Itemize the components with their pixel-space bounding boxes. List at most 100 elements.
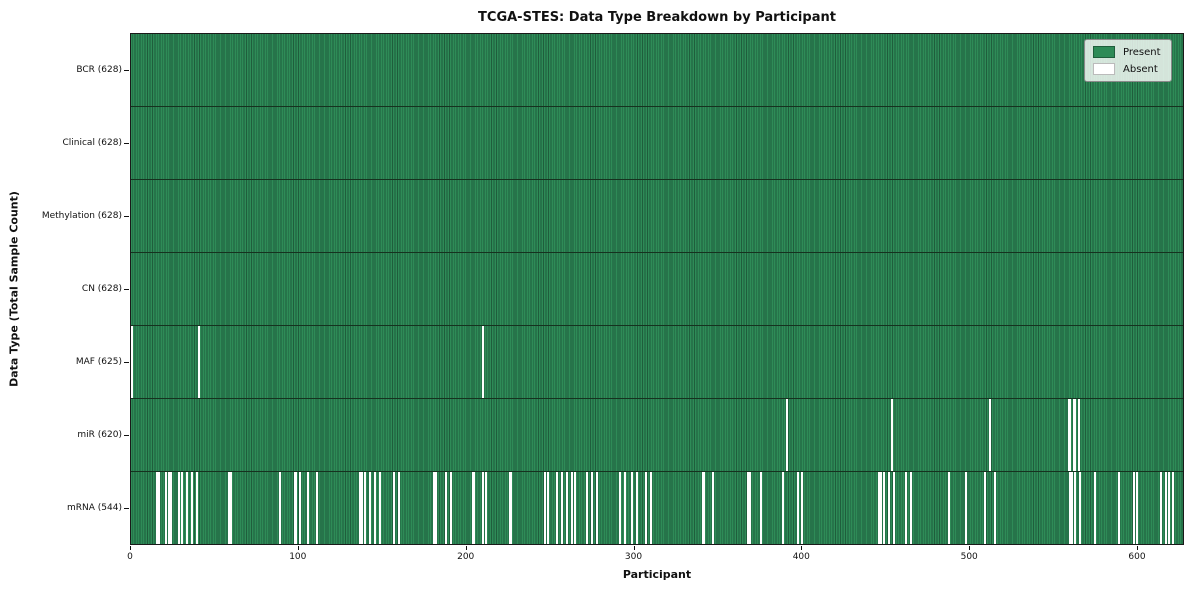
absent-stripe (1136, 472, 1139, 544)
legend-item-absent: Absent (1093, 63, 1161, 75)
absent-stripe (369, 472, 372, 544)
absent-stripe (278, 472, 281, 544)
absent-stripe (760, 472, 763, 544)
legend-label-present: Present (1123, 46, 1161, 58)
absent-stripe (307, 472, 310, 544)
absent-stripe (481, 326, 484, 398)
absent-stripe (1164, 472, 1167, 544)
absent-stripe (624, 472, 627, 544)
absent-stripe (909, 472, 912, 544)
absent-stripe (433, 472, 436, 544)
absent-stripe (1074, 399, 1077, 471)
absent-stripe (177, 472, 180, 544)
absent-stripe (892, 472, 895, 544)
absent-stripe (181, 472, 184, 544)
absent-stripe (543, 472, 546, 544)
absent-stripe (636, 472, 639, 544)
absent-stripe (1168, 472, 1171, 544)
absent-stripe (481, 472, 484, 544)
y-tick-label: Clinical (628) (62, 137, 122, 148)
absent-stripe (444, 472, 447, 544)
absent-stripe (167, 472, 170, 544)
absent-stripe (131, 326, 133, 398)
absent-stripe (169, 472, 172, 544)
absent-stripe (379, 472, 382, 544)
absent-stripe (965, 472, 968, 544)
absent-stripe (570, 472, 573, 544)
y-tick-label: CN (628) (81, 284, 122, 294)
y-tick-label: BCR (628) (76, 64, 122, 75)
absent-stripe (701, 472, 704, 544)
absent-stripe (631, 472, 634, 544)
absent-stripe (1069, 472, 1072, 544)
plot-area (130, 33, 1184, 545)
x-tick-mark (801, 546, 803, 550)
absent-stripe (560, 472, 563, 544)
absent-stripe (565, 472, 568, 544)
absent-stripe (508, 472, 511, 544)
absent-stripe (746, 472, 749, 544)
y-tick-mark (124, 215, 129, 217)
legend-label-absent: Absent (1123, 63, 1158, 75)
absent-stripe (1079, 472, 1082, 544)
absent-stripe (882, 472, 885, 544)
absent-stripe (1117, 472, 1120, 544)
y-tick-mark (124, 362, 129, 364)
absent-stripe (785, 399, 788, 471)
x-tick-label: 100 (289, 552, 307, 562)
absent-stripe (1069, 399, 1072, 471)
x-tick-mark (297, 546, 299, 550)
absent-stripe (711, 472, 714, 544)
x-tick-label: 0 (127, 552, 133, 562)
absent-stripe (364, 472, 367, 544)
absent-stripe (887, 472, 890, 544)
absent-stripe (800, 472, 803, 544)
absent-stripe (392, 472, 395, 544)
absent-stripe (877, 472, 880, 544)
absent-stripe (703, 472, 706, 544)
row-Clinical (131, 107, 1183, 180)
x-axis-title: Participant (622, 568, 692, 581)
x-tick-label: 600 (1128, 552, 1146, 562)
absent-stripe (157, 472, 160, 544)
absent-stripe (988, 399, 991, 471)
absent-stripe (555, 472, 558, 544)
absent-stripe (1067, 399, 1070, 471)
absent-stripe (295, 472, 298, 544)
absent-stripe (547, 472, 550, 544)
absent-stripe (164, 472, 167, 544)
absent-stripe (1077, 399, 1080, 471)
absent-stripe (574, 472, 577, 544)
absent-stripe (649, 472, 652, 544)
absent-stripe (449, 472, 452, 544)
x-tick-label: 400 (792, 552, 810, 562)
row-BCR (131, 34, 1183, 107)
absent-stripe (748, 472, 751, 544)
absent-stripe (1171, 472, 1174, 544)
absent-stripe (585, 472, 588, 544)
absent-stripe (198, 326, 201, 398)
absent-stripe (186, 472, 189, 544)
absent-stripe (983, 472, 986, 544)
y-tick-mark (124, 69, 129, 71)
legend: Present Absent (1084, 39, 1172, 82)
absent-stripe (782, 472, 785, 544)
absent-stripe (191, 472, 194, 544)
absent-stripe (473, 472, 476, 544)
x-tick-label: 300 (624, 552, 643, 562)
y-tick-mark (124, 508, 129, 510)
absent-stripe (196, 472, 199, 544)
absent-stripe (359, 472, 362, 544)
absent-stripe (590, 472, 593, 544)
absent-stripe (948, 472, 951, 544)
x-tick-mark (1137, 546, 1138, 550)
absent-stripe (298, 472, 301, 544)
row-Methylation (131, 180, 1183, 253)
absent-stripe (904, 472, 907, 544)
y-tick-label: Methylation (628) (41, 210, 122, 221)
absent-stripe (595, 472, 598, 544)
absent-stripe (1132, 472, 1135, 544)
x-tick-label: 200 (457, 552, 475, 562)
row-mRNA (131, 472, 1183, 544)
